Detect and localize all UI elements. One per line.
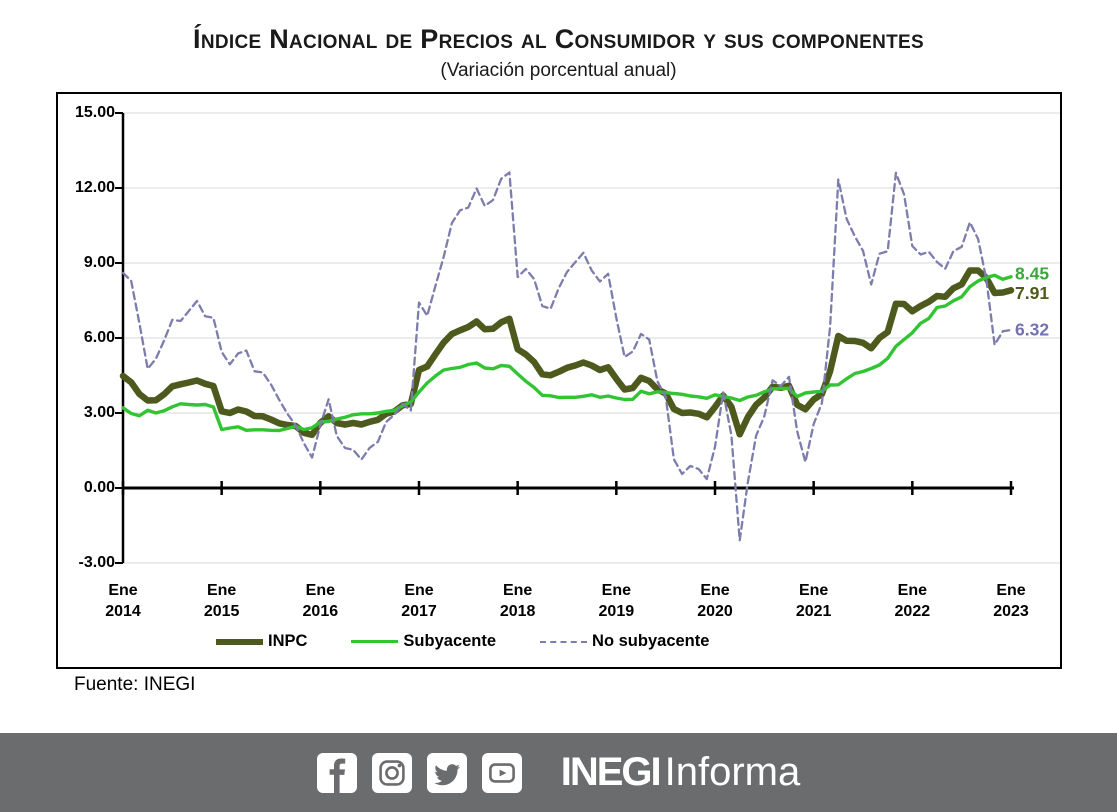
legend-label: INPC xyxy=(268,632,308,650)
page-subtitle: (Variación porcentual anual) xyxy=(440,60,677,81)
legend-label: No subyacente xyxy=(592,632,710,650)
chart-area: 8.45 7.91 6.32 15.00 12.00 9.00 6.00 3.00 0.00 -… xyxy=(56,92,1062,669)
x-tick-label: Ene 2016 xyxy=(302,582,339,620)
plot-svg: 8.457.91 6.32 xyxy=(115,112,1060,564)
footer-bar: INEGI Informa xyxy=(0,733,1117,812)
x-tick-label: Ene 2020 xyxy=(697,582,733,620)
legend-item-no-subyacente: No subyacente xyxy=(540,632,709,651)
y-tick-label: 6.00 xyxy=(83,329,115,346)
x-tick-label: Ene 2019 xyxy=(598,582,635,620)
legend-line-sample xyxy=(540,640,588,643)
x-tick-label: Ene 2017 xyxy=(401,582,437,620)
instagram-icon[interactable] xyxy=(371,752,412,793)
inegi-informa-logo: INEGI Informa xyxy=(561,750,801,795)
brand-informa: Informa xyxy=(664,750,801,794)
legend: INPC Subyacente No subyacente xyxy=(216,632,709,651)
y-tick-label: 12.00 xyxy=(74,179,115,196)
legend-label: Subyacente xyxy=(403,632,497,650)
y-tick-label: 3.00 xyxy=(83,404,115,421)
page-title: Índice Nacional de Precios al Consumidor… xyxy=(193,24,924,54)
source-note: Fuente: INEGI xyxy=(74,674,196,695)
series-line-no-subyacente xyxy=(121,171,1013,542)
legend-item-subyacente: Subyacente xyxy=(351,632,496,651)
x-tick-label: Ene 2023 xyxy=(993,582,1029,620)
legend-line-sample xyxy=(351,639,399,644)
series-line-subyacente xyxy=(121,273,1013,433)
x-tick-label: Ene 2014 xyxy=(105,582,141,620)
y-tick-label: -3.00 xyxy=(78,554,115,571)
end-label-6.32: 6.32 xyxy=(1015,320,1049,340)
end-label-7.91: 7.91 xyxy=(1015,283,1049,303)
x-tick-label: Ene 2021 xyxy=(795,582,832,620)
series-line-inpc xyxy=(119,267,1015,439)
x-tick-label: Ene 2015 xyxy=(203,582,240,620)
legend-item-inpc: INPC xyxy=(216,632,307,651)
y-tick-label: 0.00 xyxy=(83,479,115,496)
facebook-icon[interactable] xyxy=(316,752,357,793)
twitter-icon[interactable] xyxy=(426,752,467,793)
end-label-8.45: 8.45 xyxy=(1015,263,1049,283)
youtube-icon[interactable] xyxy=(481,752,522,793)
legend-line-sample xyxy=(216,638,263,645)
brand-inegi: INEGI xyxy=(560,750,662,794)
x-tick-label: Ene 2022 xyxy=(894,582,931,620)
x-tick-label: Ene 2018 xyxy=(499,582,536,620)
y-tick-label: 15.00 xyxy=(74,104,115,121)
y-tick-label: 9.00 xyxy=(83,254,115,271)
